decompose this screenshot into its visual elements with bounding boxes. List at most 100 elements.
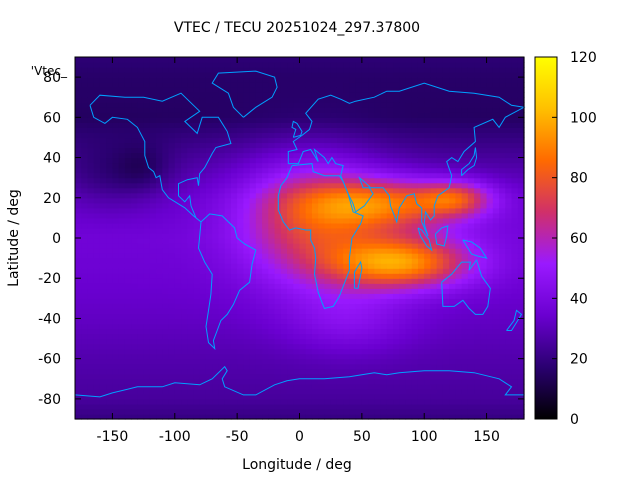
- heat-cell: [181, 217, 188, 224]
- heat-cell: [374, 162, 382, 169]
- heat-cell: [355, 57, 363, 63]
- heat-cell: [430, 363, 438, 370]
- heat-cell: [230, 258, 238, 264]
- heat-cell: [399, 192, 407, 199]
- heat-cell: [280, 348, 288, 355]
- heat-cell: [430, 393, 438, 400]
- heat-cell: [118, 353, 126, 360]
- heat-cell: [318, 253, 326, 259]
- heat-cell: [305, 373, 313, 380]
- heat-cell: [81, 107, 89, 113]
- heat-cell: [106, 388, 114, 395]
- heat-cell: [124, 122, 132, 128]
- heat-cell: [380, 127, 388, 134]
- heat-cell: [486, 388, 494, 395]
- heat-cell: [499, 273, 506, 279]
- heat-cell: [380, 383, 388, 390]
- heat-cell: [255, 288, 263, 294]
- heat-cell: [162, 348, 170, 355]
- heat-cell: [405, 333, 413, 340]
- heat-cell: [99, 408, 107, 415]
- heat-cell: [187, 97, 195, 103]
- heat-cell: [287, 177, 294, 184]
- heat-cell: [405, 102, 413, 108]
- heat-cell: [162, 293, 170, 299]
- heat-cell: [467, 82, 475, 88]
- heat-cell: [299, 227, 307, 234]
- heat-cell: [361, 393, 369, 400]
- heat-cell: [480, 388, 488, 395]
- heat-cell: [205, 358, 213, 365]
- heat-cell: [368, 202, 375, 209]
- heat-cell: [330, 227, 338, 234]
- heat-cell: [237, 258, 244, 264]
- heat-cell: [399, 383, 407, 390]
- heat-cell: [467, 67, 475, 73]
- heat-cell: [137, 288, 145, 294]
- heat-cell: [162, 283, 170, 289]
- heat-cell: [299, 333, 307, 340]
- heat-cell: [368, 97, 375, 103]
- heat-cell: [99, 368, 107, 375]
- heat-cell: [480, 182, 488, 189]
- heat-cell: [280, 187, 288, 194]
- heat-cell: [430, 232, 438, 239]
- heat-cell: [218, 182, 226, 189]
- heat-cell: [230, 358, 238, 365]
- heat-cell: [237, 328, 244, 335]
- heat-cell: [287, 258, 294, 264]
- heat-cell: [492, 278, 500, 284]
- heat-cell: [374, 172, 382, 179]
- heat-cell: [274, 72, 282, 78]
- heat-cell: [93, 152, 101, 159]
- heat-cell: [461, 212, 469, 219]
- heat-cell: [343, 393, 350, 400]
- heat-cell: [181, 207, 188, 214]
- heat-cell: [118, 378, 126, 385]
- heat-cell: [81, 373, 89, 380]
- heat-cell: [449, 243, 457, 249]
- heat-cell: [449, 388, 457, 395]
- heat-cell: [386, 232, 394, 239]
- heat-cell: [75, 378, 82, 385]
- heat-cell: [93, 232, 101, 239]
- heat-cell: [112, 368, 120, 375]
- heat-cell: [218, 373, 226, 380]
- heat-cell: [343, 92, 350, 98]
- heat-cell: [411, 293, 419, 299]
- heat-cell: [149, 232, 157, 239]
- heat-cell: [237, 147, 244, 154]
- heat-cell: [393, 177, 400, 184]
- heat-cell: [374, 97, 382, 103]
- heat-cell: [480, 207, 488, 214]
- heat-cell: [430, 308, 438, 315]
- heat-cell: [249, 328, 257, 335]
- heat-cell: [212, 217, 220, 224]
- heat-cell: [399, 217, 407, 224]
- heat-cell: [486, 97, 494, 103]
- heat-cell: [137, 328, 145, 335]
- heat-cell: [230, 72, 238, 78]
- heat-cell: [380, 378, 388, 385]
- heat-cell: [243, 343, 251, 350]
- heat-cell: [405, 328, 413, 335]
- heat-cell: [455, 408, 463, 415]
- heat-cell: [162, 328, 170, 335]
- heat-cell: [181, 358, 188, 365]
- heat-cell: [143, 338, 151, 345]
- heat-cell: [75, 127, 82, 134]
- heat-cell: [480, 77, 488, 83]
- heat-cell: [449, 408, 457, 415]
- heat-cell: [486, 253, 494, 259]
- heat-cell: [442, 258, 450, 264]
- heat-cell: [430, 278, 438, 284]
- heat-cell: [205, 207, 213, 214]
- heat-cell: [393, 172, 400, 179]
- heat-cell: [243, 217, 251, 224]
- heat-cell: [143, 413, 151, 420]
- heat-cell: [274, 172, 282, 179]
- heat-cell: [480, 117, 488, 123]
- heat-cell: [343, 298, 350, 304]
- heat-cell: [99, 338, 107, 345]
- heat-cell: [455, 378, 463, 385]
